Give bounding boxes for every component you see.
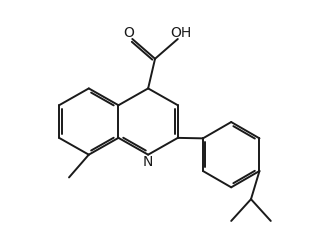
Text: O: O — [123, 26, 134, 40]
Text: N: N — [143, 155, 153, 169]
Text: OH: OH — [170, 26, 191, 40]
